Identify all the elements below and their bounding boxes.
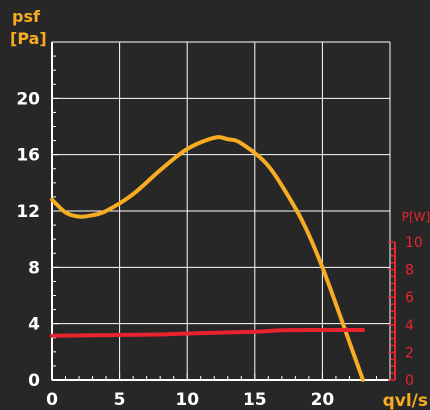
- y2-axis-label: P[W]: [402, 210, 430, 224]
- y2-tick-label: 0: [405, 373, 414, 389]
- y-axis-label-line2: [Pa]: [10, 29, 47, 48]
- y-tick-label: 16: [16, 146, 40, 166]
- x-tick-label: 20: [311, 390, 335, 410]
- y2-tick-label: 2: [405, 345, 414, 361]
- y2-tick-label: 10: [405, 235, 423, 251]
- pressure-curve: [50, 135, 365, 382]
- x-tick-label: 15: [243, 390, 267, 410]
- grid: [52, 41, 391, 380]
- x-tick-label: 5: [114, 390, 126, 410]
- x-tick-label: 0: [46, 390, 58, 410]
- axes: [51, 41, 396, 381]
- y2-tick-label: 8: [405, 263, 414, 279]
- ticks: 0 5 10 15 20 0 4 8 12 16 20 0 2 4 6 8 10: [16, 89, 423, 410]
- y2-tick-label: 6: [405, 290, 414, 306]
- y-tick-label: 20: [16, 89, 40, 109]
- y-tick-label: 8: [28, 258, 40, 278]
- y-tick-label: 0: [28, 371, 40, 391]
- power-curve: [50, 328, 365, 338]
- y2-tick-label: 4: [405, 318, 414, 334]
- y-axis-label-line1: psf: [12, 7, 41, 26]
- series: [50, 135, 365, 382]
- y-tick-label: 4: [28, 315, 40, 335]
- y-tick-label: 12: [16, 202, 40, 222]
- x-tick-label: 10: [175, 390, 199, 410]
- x-axis-label: qvl/s: [383, 391, 428, 410]
